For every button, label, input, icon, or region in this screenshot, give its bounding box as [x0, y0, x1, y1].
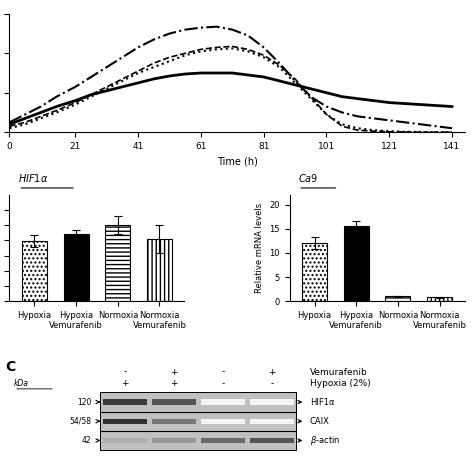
Text: -: - [221, 368, 224, 377]
X-axis label: Time (h): Time (h) [217, 157, 257, 166]
Text: +: + [121, 379, 129, 388]
Bar [344, 226, 369, 301]
Bar [201, 399, 245, 405]
Text: 120: 120 [77, 397, 91, 407]
Bar [103, 419, 147, 424]
Text: 42: 42 [82, 436, 91, 445]
Text: Vemurafenib: Vemurafenib [310, 368, 367, 377]
Bar [152, 438, 196, 443]
Text: 54/58: 54/58 [69, 417, 91, 426]
Bar [22, 241, 47, 301]
Bar [249, 399, 294, 405]
Text: $\it{Ca9}$: $\it{Ca9}$ [298, 172, 319, 184]
Text: +: + [170, 379, 178, 388]
Bar [427, 298, 452, 301]
Text: $\beta$-actin: $\beta$-actin [310, 434, 340, 447]
Bar [385, 297, 410, 301]
Bar [201, 419, 245, 424]
Bar [152, 399, 196, 405]
Y-axis label: Relative mRNA levels: Relative mRNA levels [255, 203, 264, 293]
Bar [105, 225, 130, 301]
Bar [152, 419, 196, 424]
Text: kDa: kDa [14, 379, 29, 388]
Text: +: + [268, 368, 275, 377]
Text: Hypoxia (2%): Hypoxia (2%) [310, 379, 371, 388]
Text: -: - [221, 379, 224, 388]
Bar [64, 234, 89, 301]
Bar [100, 392, 296, 450]
Bar [249, 438, 294, 443]
Text: CAIX: CAIX [310, 417, 330, 426]
Text: C: C [5, 359, 15, 374]
Text: $\it{HIF1\alpha}$: $\it{HIF1\alpha}$ [18, 172, 48, 184]
Bar [302, 243, 327, 301]
Bar [147, 239, 172, 301]
Bar [103, 399, 147, 405]
Text: +: + [170, 368, 178, 377]
Bar [201, 438, 245, 443]
Text: HIF1α: HIF1α [310, 397, 334, 407]
Text: -: - [270, 379, 273, 388]
Bar [249, 419, 294, 424]
Text: -: - [123, 368, 127, 377]
Bar [103, 438, 147, 443]
